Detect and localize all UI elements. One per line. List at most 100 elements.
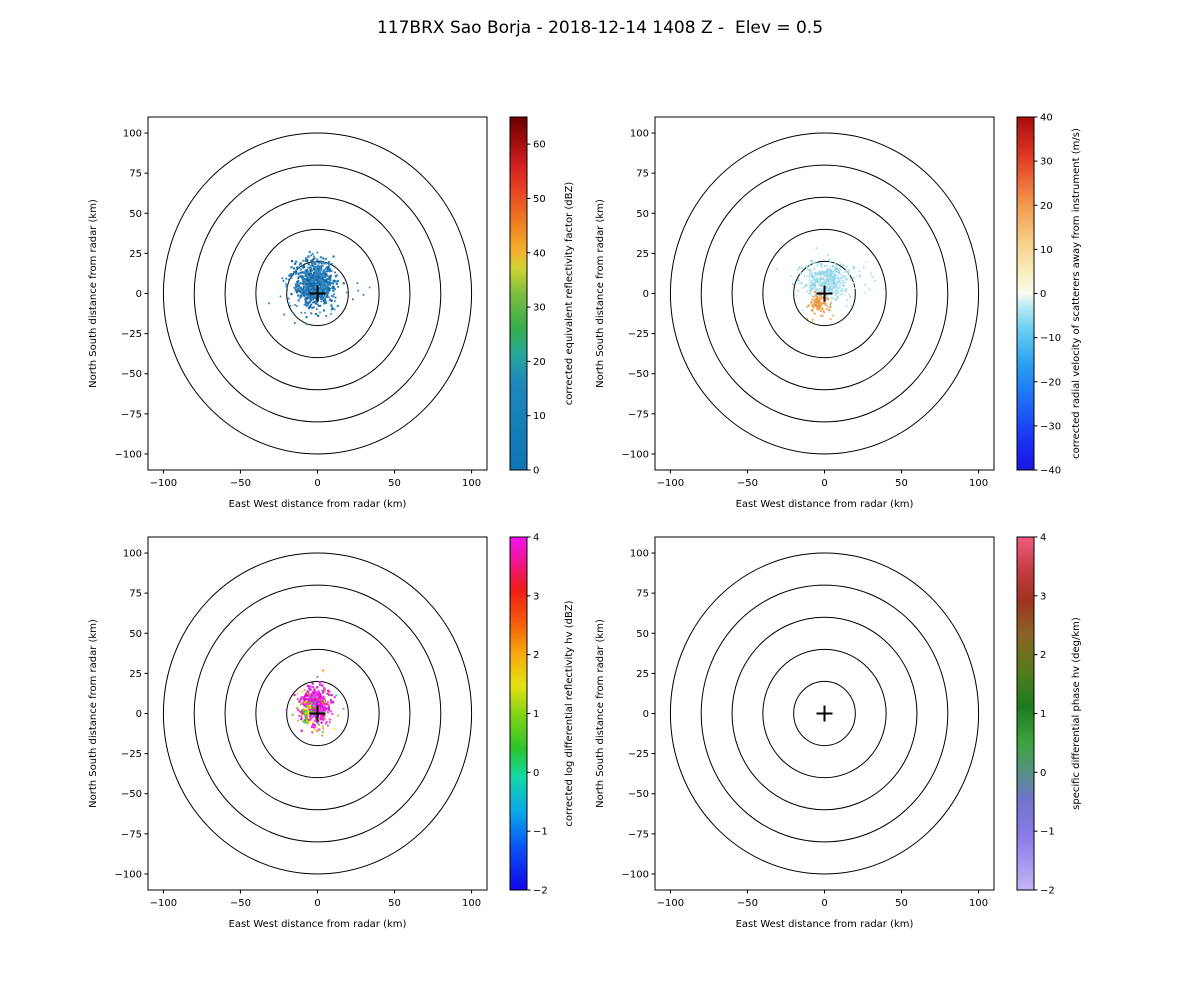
x-tick-label: −50 bbox=[230, 478, 251, 489]
y-tick-label: −25 bbox=[121, 329, 142, 340]
y-tick-label: 0 bbox=[136, 289, 142, 300]
y-tick-label: 50 bbox=[129, 629, 142, 640]
range-ring bbox=[793, 680, 856, 747]
range-ring bbox=[255, 648, 380, 779]
x-tick-label: 50 bbox=[895, 478, 908, 489]
y-axis-label: North South distance from radar (km) bbox=[88, 619, 99, 808]
colorbar-tick-label: 0 bbox=[533, 768, 539, 779]
echo-gates bbox=[792, 258, 855, 307]
y-tick-label: −100 bbox=[115, 869, 142, 880]
colorbar-tick-label: −30 bbox=[1040, 421, 1061, 432]
y-tick-label: 100 bbox=[123, 129, 142, 140]
range-ring bbox=[762, 228, 887, 359]
range-ring bbox=[224, 196, 411, 391]
range-ring bbox=[669, 132, 980, 455]
range-ring bbox=[255, 228, 380, 359]
y-tick-label: −50 bbox=[628, 789, 649, 800]
echo-gates bbox=[268, 251, 371, 326]
range-ring bbox=[731, 616, 918, 811]
y-tick-label: 50 bbox=[636, 209, 649, 220]
echo-gates bbox=[304, 718, 336, 733]
y-tick-label: −100 bbox=[622, 449, 649, 460]
y-tick-label: 100 bbox=[630, 129, 649, 140]
range-ring bbox=[286, 260, 349, 327]
colorbar-tick-label: −40 bbox=[1040, 466, 1061, 477]
x-axis-label: East West distance from radar (km) bbox=[736, 919, 914, 930]
range-ring bbox=[700, 584, 949, 843]
x-tick-label: −100 bbox=[150, 898, 177, 909]
colorbar bbox=[1016, 536, 1035, 891]
colorbar-tick-label: 0 bbox=[1040, 289, 1046, 300]
panel-specific-differential-phase: −100 −50 0 50 100 −100 −75 −50 −25 0 25 50 75 100 East… bbox=[595, 533, 1082, 931]
range-ring bbox=[731, 196, 918, 391]
colorbar-tick-label: 20 bbox=[1040, 201, 1053, 212]
x-tick-label: −50 bbox=[737, 898, 758, 909]
y-tick-label: −100 bbox=[622, 869, 649, 880]
y-tick-label: −100 bbox=[115, 449, 142, 460]
colorbar-tick-label: 30 bbox=[533, 303, 546, 314]
range-ring bbox=[762, 648, 887, 779]
colorbar-tick-label: −20 bbox=[1040, 377, 1061, 388]
x-tick-label: −50 bbox=[737, 478, 758, 489]
y-axis-label: North South distance from radar (km) bbox=[595, 199, 606, 388]
colorbar-tick-label: 3 bbox=[533, 591, 539, 602]
colorbar bbox=[509, 536, 528, 891]
y-tick-label: 0 bbox=[643, 289, 649, 300]
colorbar-tick-label: 4 bbox=[1040, 533, 1046, 544]
y-tick-label: 50 bbox=[636, 629, 649, 640]
colorbar-tick-label: 2 bbox=[533, 650, 539, 661]
x-tick-label: 50 bbox=[388, 898, 401, 909]
y-tick-label: −25 bbox=[628, 329, 649, 340]
colorbar-label: corrected log differential reflectivity … bbox=[564, 600, 575, 826]
y-tick-label: −50 bbox=[121, 369, 142, 380]
y-tick-label: 25 bbox=[636, 669, 649, 680]
range-ring bbox=[793, 260, 856, 327]
colorbar-label: corrected radial velocity of scatterers … bbox=[1071, 128, 1082, 459]
colorbar-tick-label: 10 bbox=[533, 411, 546, 422]
colorbar-tick-label: 0 bbox=[1040, 768, 1046, 779]
y-tick-label: 50 bbox=[129, 209, 142, 220]
colorbar-tick-label: 40 bbox=[533, 248, 546, 259]
y-axis-label: North South distance from radar (km) bbox=[88, 199, 99, 388]
colorbar-tick-label: −2 bbox=[533, 886, 548, 897]
x-tick-label: −100 bbox=[657, 478, 684, 489]
colorbar-tick-label: −10 bbox=[1040, 333, 1061, 344]
y-tick-label: −75 bbox=[121, 829, 142, 840]
colorbar-tick-label: −1 bbox=[1040, 827, 1055, 838]
y-tick-label: 75 bbox=[129, 169, 142, 180]
y-tick-label: 75 bbox=[636, 169, 649, 180]
y-axis-label: North South distance from radar (km) bbox=[595, 619, 606, 808]
y-tick-label: 100 bbox=[630, 549, 649, 560]
y-tick-label: −75 bbox=[628, 829, 649, 840]
range-ring bbox=[193, 584, 442, 843]
x-axis-label: East West distance from radar (km) bbox=[229, 499, 407, 510]
y-tick-label: 0 bbox=[643, 709, 649, 720]
colorbar-label: specific differential phase hv (deg/km) bbox=[1071, 617, 1082, 810]
y-tick-label: −25 bbox=[121, 749, 142, 760]
colorbar-tick-label: 60 bbox=[533, 140, 546, 151]
echo-gates bbox=[285, 669, 345, 737]
x-tick-label: 50 bbox=[388, 478, 401, 489]
colorbar-tick-label: 2 bbox=[1040, 650, 1046, 661]
y-tick-label: 0 bbox=[136, 709, 142, 720]
colorbar-tick-label: 50 bbox=[533, 194, 546, 205]
panel-differential-reflectivity: −100 −50 0 50 100 −100 −75 −50 −25 0 25 50 75 100 East… bbox=[88, 533, 575, 931]
x-tick-label: −100 bbox=[657, 898, 684, 909]
y-tick-label: 25 bbox=[129, 249, 142, 260]
echo-gates bbox=[806, 297, 834, 323]
colorbar-tick-label: 40 bbox=[1040, 113, 1053, 124]
colorbar-tick-label: 0 bbox=[533, 466, 539, 477]
y-tick-label: −75 bbox=[121, 409, 142, 420]
colorbar bbox=[1016, 116, 1035, 471]
panel-velocity: −100 −50 0 50 100−100−75−50−250255075100East… bbox=[595, 113, 1082, 511]
y-tick-label: 25 bbox=[129, 669, 142, 680]
echo-gates bbox=[775, 247, 877, 312]
x-tick-label: 100 bbox=[462, 898, 481, 909]
range-ring bbox=[700, 164, 949, 423]
x-tick-label: −50 bbox=[230, 898, 251, 909]
x-tick-label: 0 bbox=[821, 898, 827, 909]
x-tick-label: 100 bbox=[969, 898, 988, 909]
y-tick-label: −50 bbox=[628, 369, 649, 380]
colorbar-label: corrected equivalent reflectivity factor… bbox=[564, 182, 575, 406]
